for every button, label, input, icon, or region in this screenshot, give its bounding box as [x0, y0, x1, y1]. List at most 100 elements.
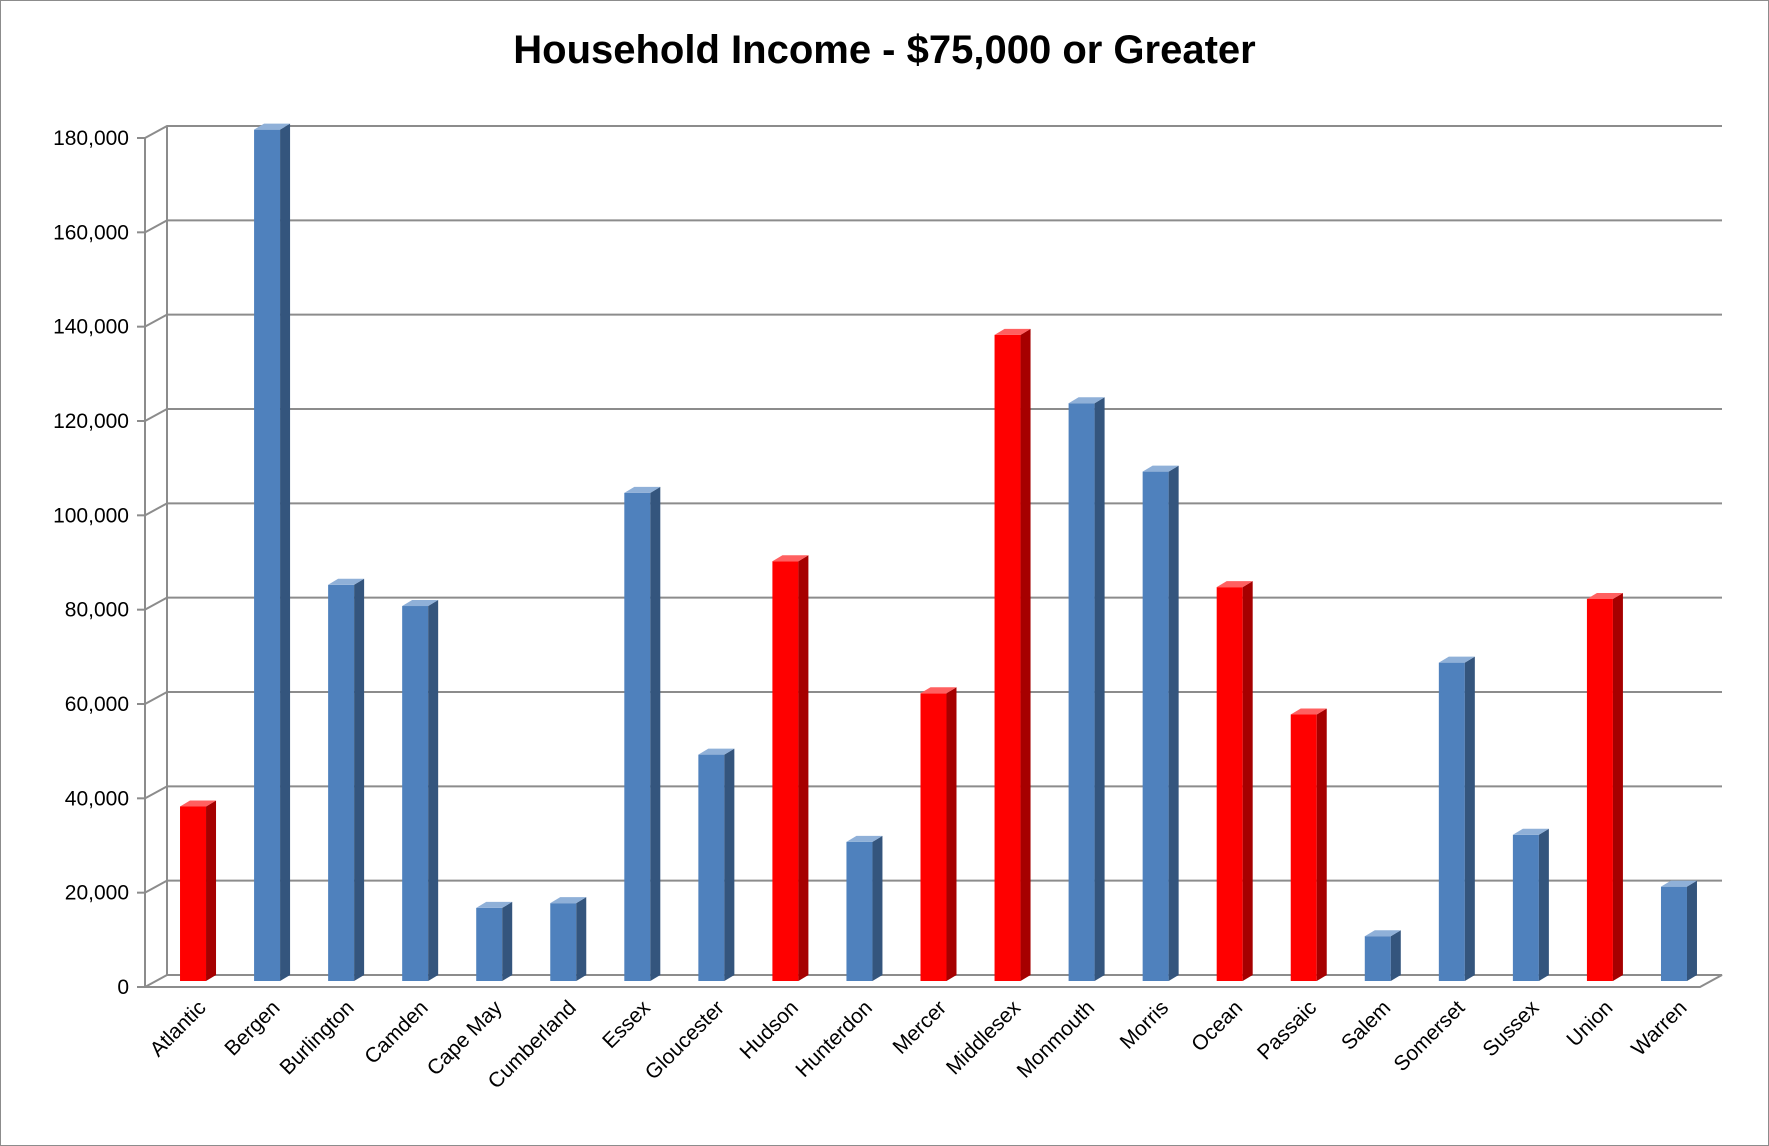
bar-side	[1316, 708, 1327, 981]
bar-top	[476, 901, 513, 908]
bar-side	[798, 555, 809, 981]
bar-front	[1438, 662, 1465, 981]
bar-ocean	[1216, 581, 1253, 981]
bar-front	[1660, 886, 1687, 981]
bar-top	[920, 687, 957, 694]
bar-middlesex	[994, 328, 1031, 982]
bar-front	[1068, 403, 1095, 981]
bar-burlington	[328, 578, 365, 981]
gridline	[144, 313, 1722, 328]
bar-front	[1290, 714, 1317, 981]
x-tick-label: Hudson	[735, 996, 802, 1063]
y-tick-label: 180,000	[53, 127, 129, 150]
bar-side	[280, 123, 291, 982]
bar-cape-may	[476, 901, 513, 981]
x-tick-label: Union	[1562, 996, 1617, 1051]
bar-top	[1438, 656, 1475, 663]
bar-top	[1290, 708, 1327, 715]
bar-side	[1464, 656, 1475, 981]
bar-front	[1586, 598, 1613, 981]
bar-top	[846, 835, 883, 842]
y-tick-label: 60,000	[65, 693, 129, 716]
bar-side	[1020, 328, 1031, 982]
bar-side	[1686, 880, 1697, 981]
bar-top	[772, 555, 809, 562]
bar-front	[476, 907, 503, 981]
x-tick-label: Mercer	[889, 996, 951, 1058]
bar-front	[1512, 834, 1539, 981]
bar-front	[772, 561, 799, 981]
bar-side	[1168, 465, 1179, 982]
bar-top	[180, 800, 217, 807]
bar-mercer	[920, 687, 957, 981]
bar-top	[550, 897, 587, 904]
axis-layer	[137, 126, 1723, 988]
x-tick-label: Burlington	[276, 996, 359, 1079]
y-tick-label: 80,000	[65, 599, 129, 622]
x-tick-label: Somerset	[1390, 996, 1470, 1076]
bar-bergen	[254, 123, 291, 982]
x-tick-label: Morris	[1116, 996, 1174, 1054]
bar-front	[1216, 587, 1243, 981]
bar-passaic	[1290, 708, 1327, 981]
gridline	[144, 125, 1722, 139]
x-tick-label: Hunterdon	[791, 996, 877, 1082]
bar-somerset	[1438, 656, 1475, 981]
bar-atlantic	[180, 800, 217, 981]
bar-top	[1142, 465, 1179, 472]
bar-front	[920, 693, 947, 981]
bar-side	[576, 897, 587, 981]
x-tick-label: Monmouth	[1013, 996, 1099, 1082]
bar-top	[1364, 930, 1401, 937]
bar-top	[698, 748, 735, 755]
bar-sussex	[1512, 828, 1549, 981]
y-tick-label: 20,000	[65, 882, 129, 905]
y-tick-label: 0	[117, 976, 129, 999]
bar-side	[206, 800, 217, 981]
chart-title: Household Income - $75,000 or Greater	[513, 28, 1256, 72]
y-tick-label: 120,000	[53, 410, 129, 433]
bar-side	[1538, 828, 1549, 981]
bar-top	[1216, 581, 1253, 588]
x-tick-label: Warren	[1627, 996, 1691, 1060]
bar-camden	[402, 600, 439, 981]
bar-top	[1512, 828, 1549, 835]
bar-gloucester	[698, 748, 735, 981]
bar-morris	[1142, 465, 1179, 982]
x-tick-label: Passaic	[1253, 996, 1321, 1064]
x-tick-label: Salem	[1337, 996, 1395, 1054]
x-tick-label: Essex	[598, 996, 655, 1053]
bar-top	[1660, 880, 1697, 887]
bar-warren	[1660, 880, 1697, 981]
bar-cumberland	[550, 897, 587, 981]
y-tick-label: 160,000	[53, 221, 129, 244]
x-tick-label: Atlantic	[146, 996, 211, 1061]
gridline	[144, 596, 1722, 611]
bar-side	[1242, 581, 1253, 981]
bar-front	[254, 129, 281, 981]
floor	[144, 974, 1723, 988]
bar-side	[724, 748, 735, 981]
bar-side	[1094, 397, 1105, 981]
y-tick-label: 140,000	[53, 316, 129, 339]
bar-hunterdon	[846, 835, 883, 981]
bar-essex	[624, 486, 661, 981]
bar-side	[428, 600, 439, 981]
x-tick-label: Gloucester	[641, 996, 729, 1084]
gridline	[144, 502, 1722, 517]
bar-side	[872, 835, 883, 981]
x-tick-label: Sussex	[1478, 996, 1543, 1061]
gridline	[144, 408, 1722, 422]
bar-front	[550, 903, 577, 981]
bar-salem	[1364, 930, 1401, 981]
bar-side	[502, 901, 513, 981]
bar-top	[402, 600, 439, 607]
bar-top	[254, 123, 291, 130]
x-tick-label: Ocean	[1187, 996, 1247, 1056]
bar-top	[328, 578, 365, 585]
bar-front	[1142, 471, 1169, 981]
bar-top	[994, 328, 1031, 335]
bar-union	[1586, 592, 1623, 981]
bar-top	[1068, 397, 1105, 404]
